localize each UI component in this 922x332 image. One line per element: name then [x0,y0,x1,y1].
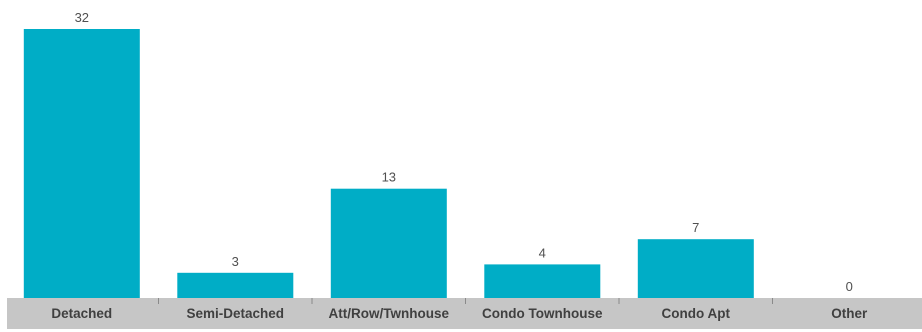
bar-condo-apt [637,239,754,298]
category-axis-ticks [158,298,773,304]
bar-detached [23,29,140,298]
value-label-condo-townhouse: 4 [539,245,546,260]
value-label-att-row-twnhouse: 13 [382,170,396,185]
category-label-detached: Detached [51,306,112,321]
value-labels: 32 3 13 4 7 0 [75,10,853,294]
bar-condo-townhouse [484,264,601,298]
category-labels: Detached Semi-Detached Att/Row/Twnhouse Con… [51,306,868,321]
bar-att-row-twnhouse [330,188,447,298]
category-label-semi-detached: Semi-Detached [187,306,285,321]
bar-semi-detached [177,272,294,298]
value-label-detached: 32 [75,10,89,25]
category-label-other: Other [831,306,868,321]
category-label-att-row-twnhouse: Att/Row/Twnhouse [329,306,450,321]
value-label-semi-detached: 3 [232,254,239,269]
value-label-condo-apt: 7 [692,220,699,235]
category-axis-band [7,298,922,329]
value-label-other: 0 [846,279,853,294]
category-label-condo-apt: Condo Apt [662,306,731,321]
bars [23,29,754,298]
category-label-condo-townhouse: Condo Townhouse [482,306,603,321]
